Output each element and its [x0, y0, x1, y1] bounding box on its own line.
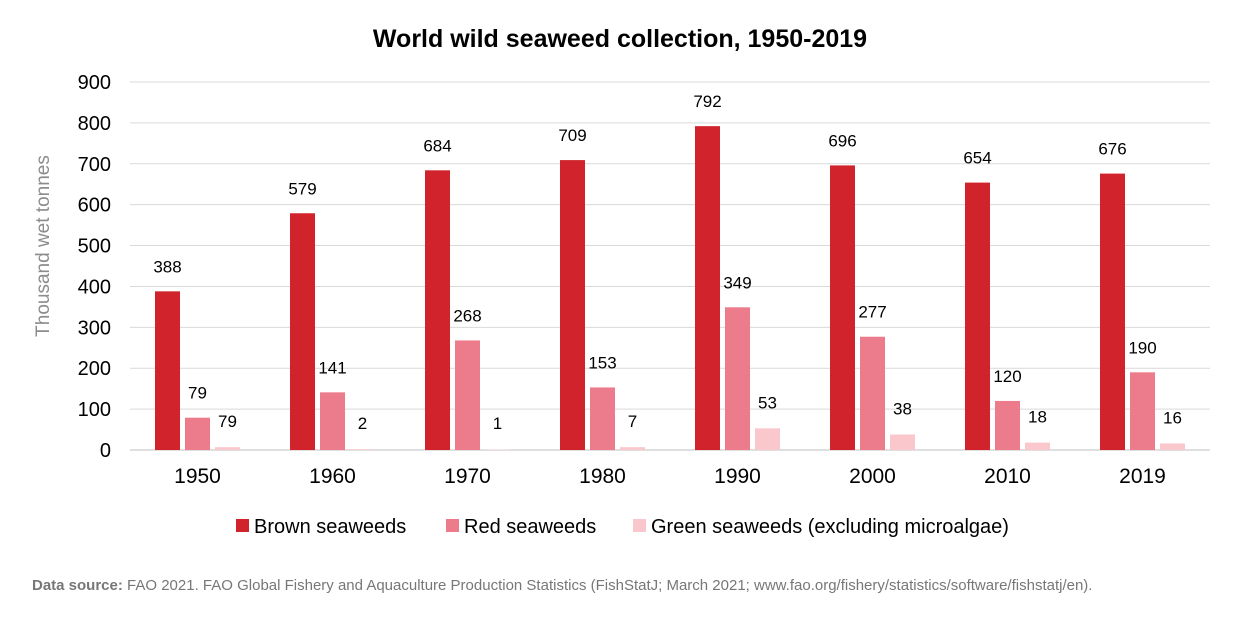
bar-brown-1970 — [425, 170, 450, 450]
x-tick-label: 1960 — [309, 465, 356, 488]
data-label: 654 — [963, 149, 991, 168]
y-tick-label: 200 — [78, 358, 111, 380]
bar-brown-1960 — [290, 213, 315, 450]
y-tick-label: 600 — [78, 195, 111, 217]
bar-brown-1980 — [560, 160, 585, 450]
data-label: 676 — [1098, 140, 1126, 159]
data-labels: 388 79 79 579 141 2 684 268 1 709 153 7 792 349 53 696 2… — [153, 92, 1182, 433]
x-tick-label: 2010 — [984, 465, 1031, 488]
data-label: 268 — [453, 306, 481, 325]
x-tick-label: 1950 — [174, 465, 221, 488]
x-tick-label: 2000 — [849, 465, 896, 488]
legend-swatch — [633, 519, 646, 532]
data-label: 277 — [858, 303, 886, 322]
bar-green-2000 — [890, 434, 915, 450]
data-label: 79 — [188, 384, 207, 403]
bar-green-2010 — [1025, 442, 1050, 450]
data-source-text: FAO 2021. FAO Global Fishery and Aquacul… — [122, 577, 1093, 594]
bar-green-1950 — [215, 447, 240, 450]
data-label: 579 — [288, 179, 316, 198]
x-tick-label: 2019 — [1119, 465, 1166, 488]
bar-green-1980 — [620, 447, 645, 450]
bar-red-1990 — [725, 307, 750, 450]
data-label: 696 — [828, 131, 856, 150]
bar-green-1990 — [755, 428, 780, 450]
bar-brown-2019 — [1100, 173, 1125, 450]
bar-red-1960 — [320, 392, 345, 450]
y-tick-label: 900 — [78, 72, 111, 94]
bar-green-1960 — [350, 449, 375, 450]
data-label: 79 — [218, 412, 237, 431]
chart: World wild seaweed collection, 1950-2019… — [33, 25, 1210, 538]
data-label: 684 — [423, 136, 451, 155]
data-label: 792 — [693, 92, 721, 111]
x-tick-label: 1970 — [444, 465, 491, 488]
data-label: 16 — [1163, 408, 1182, 427]
data-label: 388 — [153, 257, 181, 276]
bar-red-1950 — [185, 417, 210, 450]
y-tick-label: 500 — [78, 236, 111, 258]
bar-red-2010 — [995, 400, 1020, 450]
bar-brown-1990 — [695, 126, 720, 450]
data-label: 53 — [758, 393, 777, 412]
x-axis-ticks: 1950 1960 1970 1980 1990 2000 2010 2019 — [174, 465, 1166, 488]
data-label: 18 — [1028, 408, 1047, 427]
data-label: 1 — [493, 414, 502, 433]
bar-brown-2010 — [965, 182, 990, 450]
bar-red-2000 — [860, 336, 885, 450]
y-tick-label: 0 — [100, 440, 111, 462]
legend-swatch — [236, 519, 249, 532]
data-label: 190 — [1128, 338, 1156, 357]
data-label: 7 — [628, 412, 637, 431]
bar-green-2019 — [1160, 443, 1185, 450]
x-tick-label: 1980 — [579, 465, 626, 488]
legend-swatch — [446, 519, 459, 532]
data-label: 120 — [993, 367, 1021, 386]
legend-label: Green seaweeds (excluding microalgae) — [651, 516, 1009, 538]
data-label: 349 — [723, 273, 751, 292]
x-tick-label: 1990 — [714, 465, 761, 488]
y-tick-label: 800 — [78, 113, 111, 135]
data-label: 141 — [318, 358, 346, 377]
data-label: 38 — [893, 399, 912, 418]
y-tick-label: 300 — [78, 317, 111, 339]
bar-brown-1950 — [155, 291, 180, 450]
legend: Brown seaweeds Red seaweeds Green seaweeds… — [236, 516, 1009, 538]
data-label: 153 — [588, 353, 616, 372]
data-source-label: Data source: — [32, 577, 123, 594]
bar-red-1970 — [455, 340, 480, 450]
bar-red-2019 — [1130, 372, 1155, 450]
y-axis-ticks: 0 100 200 300 400 500 600 700 800 900 — [78, 72, 111, 462]
y-axis-label: Thousand wet tonnes — [33, 155, 54, 337]
y-tick-label: 400 — [78, 276, 111, 298]
bars — [155, 126, 1185, 450]
legend-label: Brown seaweeds — [254, 516, 406, 538]
chart-title: World wild seaweed collection, 1950-2019 — [373, 25, 867, 53]
bar-brown-2000 — [830, 165, 855, 450]
y-tick-label: 700 — [78, 154, 111, 176]
data-source-note: Data source: FAO 2021. FAO Global Fisher… — [32, 577, 1092, 594]
legend-label: Red seaweeds — [464, 516, 596, 538]
bar-red-1980 — [590, 387, 615, 450]
data-label: 2 — [358, 414, 367, 433]
y-tick-label: 100 — [78, 399, 111, 421]
data-label: 709 — [558, 126, 586, 145]
